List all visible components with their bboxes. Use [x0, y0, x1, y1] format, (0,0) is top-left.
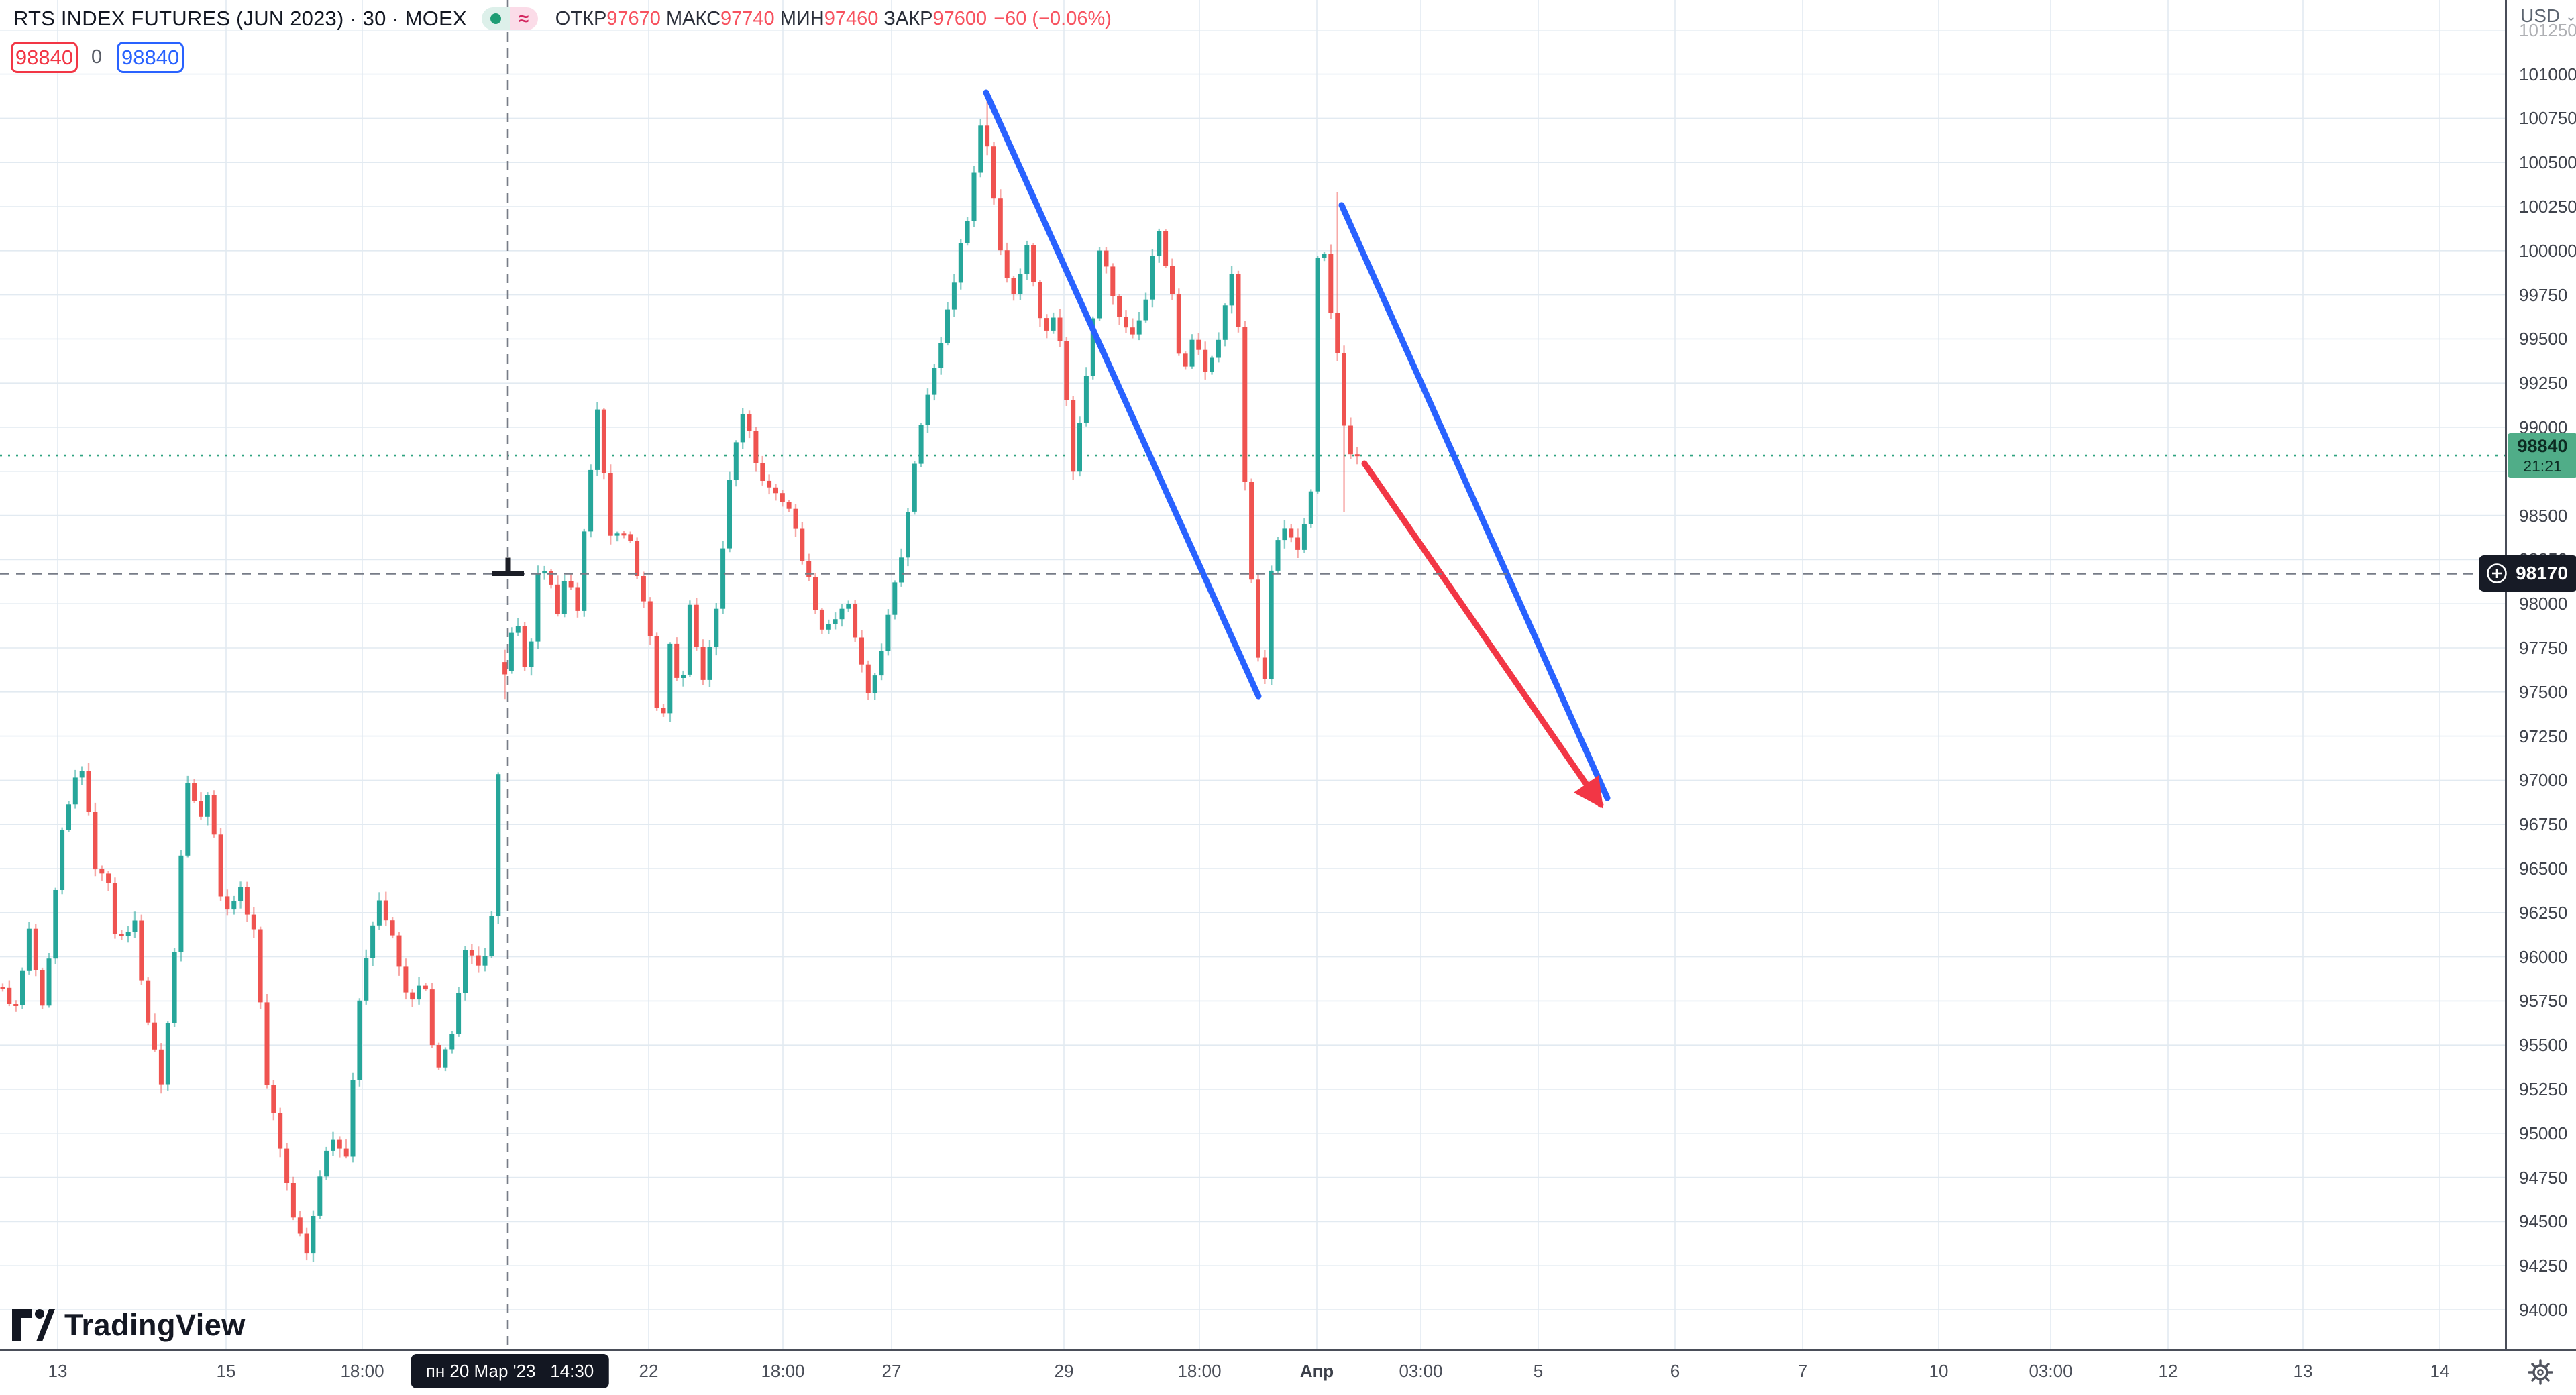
legend-toggle-pill: ≈: [481, 7, 538, 30]
time-tick-label: 18:00: [340, 1361, 384, 1381]
currency-label: USD: [2520, 5, 2561, 26]
price-tick-label: 99750: [2519, 284, 2568, 305]
tradingview-logo[interactable]: TradingView: [12, 1308, 246, 1343]
open-label: ОТКР: [555, 7, 607, 30]
price-tick-label: 99500: [2519, 329, 2568, 349]
time-tick-label: 27: [881, 1361, 902, 1381]
close-label: ЗАКР: [883, 7, 933, 30]
approx-data-icon[interactable]: ≈: [509, 7, 538, 30]
time-tick-label: 5: [1533, 1361, 1544, 1381]
time-tick-label: 7: [1797, 1361, 1808, 1381]
low-label: МИН: [780, 7, 824, 30]
price-tick-label: 101000: [2519, 64, 2576, 85]
projection-arrow: [1361, 460, 1604, 809]
price-tick-label: 97000: [2519, 770, 2568, 791]
quick-trade-panel: 98840 0 98840: [11, 42, 184, 73]
price-tick-label: 94500: [2519, 1211, 2568, 1232]
price-tick-label: 95000: [2519, 1123, 2568, 1143]
ohlc-readout: ОТКР 97670 МАКС 97740 МИН 97460 ЗАКР 97600 −…: [555, 8, 1112, 30]
time-tick-label: 03:00: [2029, 1361, 2073, 1381]
price-tick-label: 94750: [2519, 1167, 2568, 1188]
price-tick-label: 100750: [2519, 108, 2576, 129]
time-tick-label: 03:00: [1399, 1361, 1443, 1381]
price-tick-label: 97500: [2519, 681, 2568, 702]
time-tick-label: Апр: [1299, 1361, 1334, 1381]
open-value: 97670: [606, 7, 661, 30]
legend: RTS INDEX FUTURES (JUN 2023) · 30 · MOEX…: [13, 7, 1112, 31]
price-tick-label: 94250: [2519, 1256, 2568, 1276]
price-axis[interactable]: USD ⌄ 101250 101000 100750 100500 100250 1000…: [2479, 0, 2576, 1349]
price-tick-label: 96000: [2519, 946, 2568, 967]
symbol-title[interactable]: RTS INDEX FUTURES (JUN 2023) · 30 · MOEX: [13, 7, 467, 30]
sell-button[interactable]: 98840: [11, 42, 78, 73]
chevron-down-icon: ⌄: [2565, 9, 2576, 24]
last-price-badge: 98840: [2517, 435, 2568, 456]
time-tick-label: 22: [639, 1361, 659, 1381]
time-tick-label: 6: [1670, 1361, 1680, 1381]
realtime-dot-icon: [490, 13, 501, 24]
time-tick-label: 13: [48, 1361, 68, 1381]
price-tick-label: 95500: [2519, 1035, 2568, 1056]
time-axis[interactable]: пн 20 Мар '23 14:30 13 15 18:00 22 18:00 27 29…: [0, 1349, 2576, 1395]
downtrend-line-2: [1338, 202, 1611, 801]
price-tick-label: 95250: [2519, 1079, 2568, 1099]
data-source-toggle[interactable]: [481, 7, 510, 30]
low-value: 97460: [824, 7, 879, 30]
time-tick-label: 15: [216, 1361, 236, 1381]
bar-countdown: 21:21: [2523, 457, 2562, 475]
downtrend-line-1: [983, 89, 1262, 700]
time-tick-label: 12: [2158, 1361, 2178, 1381]
price-tick-label: 98000: [2519, 594, 2568, 614]
price-tick-label: 99250: [2519, 373, 2568, 394]
price-tick-label: 100000: [2519, 240, 2576, 261]
time-tick-label: 14: [2430, 1361, 2450, 1381]
price-tick-label: 97250: [2519, 726, 2568, 746]
price-tick-label: 100250: [2519, 197, 2576, 217]
high-value: 97740: [720, 7, 775, 30]
price-tick-label: 98500: [2519, 505, 2568, 526]
time-tick-label: 10: [1929, 1361, 1949, 1381]
crosshair-price-badge: 98170: [2516, 563, 2568, 583]
price-tick-label: 101250: [2519, 19, 2576, 40]
high-label: МАКС: [666, 7, 721, 30]
crosshair-time-badge: пн 20 Мар '23 14:30: [411, 1354, 609, 1388]
gear-icon: [2528, 1359, 2553, 1385]
change-value: −60 (−0.06%): [994, 7, 1112, 30]
tradingview-mark-icon: [12, 1309, 55, 1341]
price-tick-label: 95750: [2519, 991, 2568, 1011]
buy-button[interactable]: 98840: [117, 42, 184, 73]
add-order-plus-icon[interactable]: [2479, 562, 2515, 585]
price-tick-label: 96250: [2519, 902, 2568, 923]
currency-dropdown[interactable]: USD ⌄: [2520, 5, 2576, 27]
time-tick-label: 18:00: [761, 1361, 805, 1381]
tradingview-wordmark: TradingView: [64, 1308, 246, 1342]
price-tick-label: 96750: [2519, 814, 2568, 835]
close-value: 97600: [932, 7, 987, 30]
price-tick-label: 94000: [2519, 1300, 2568, 1320]
time-tick-label: 18:00: [1177, 1361, 1222, 1381]
time-tick-label: 29: [1054, 1361, 1074, 1381]
price-tick-label: 97750: [2519, 638, 2568, 658]
axis-settings-button[interactable]: [2505, 1349, 2576, 1395]
crosshair-marker: [492, 557, 524, 576]
time-tick-label: 13: [2293, 1361, 2313, 1381]
price-tick-label: 96500: [2519, 858, 2568, 879]
price-tick-label: 100500: [2519, 152, 2576, 173]
order-quantity: 0: [91, 46, 103, 68]
